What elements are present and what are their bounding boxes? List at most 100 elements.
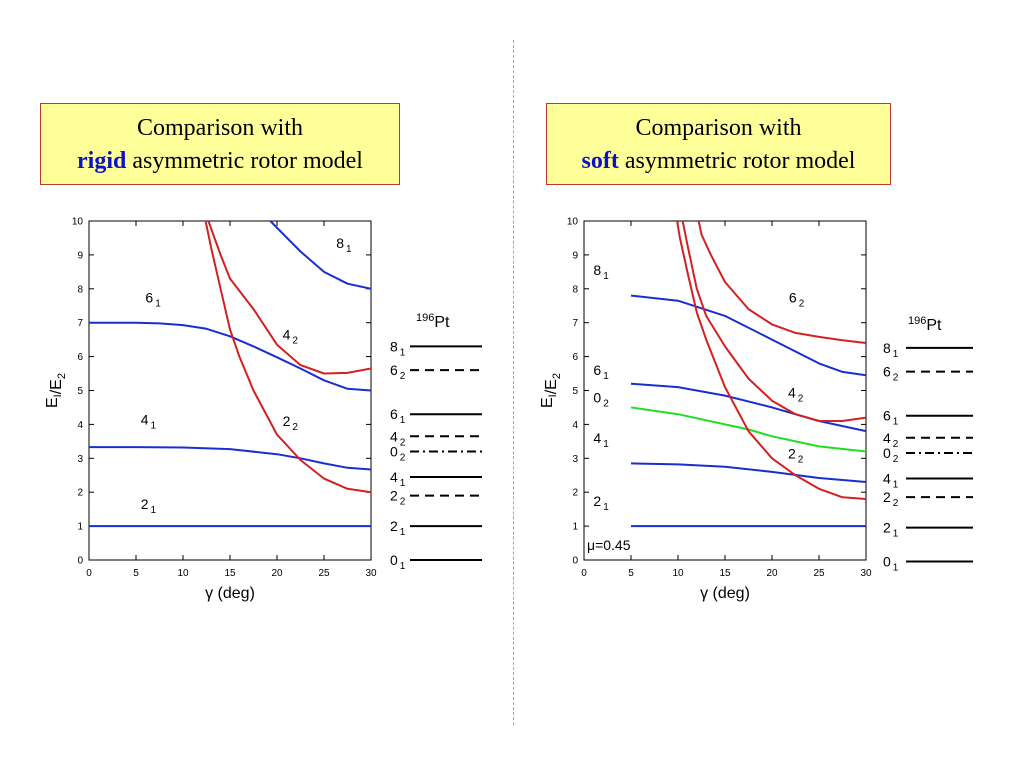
right-title-line1: Comparison with [635,115,802,141]
x-tick-label: 5 [628,568,634,579]
series-line-6-1 [630,382,866,433]
series-line-6-2 [697,221,866,344]
x-tick-label: 10 [672,568,684,579]
y-tick-label: 9 [572,250,578,261]
right-title-box: Comparison with soft asymmetric rotor mo… [546,103,891,185]
x-tick-label: 0 [581,568,587,579]
y-axis-label: EI/E2 [539,373,563,408]
y-tick-label: 7 [572,318,578,329]
y-tick-label: 1 [77,522,83,533]
left-title-line1: Comparison with [137,115,303,141]
x-tick-label: 25 [318,568,330,579]
left-title-line2: rigid asymmetric rotor model [41,145,399,178]
plot-frame [88,220,372,561]
x-tick-label: 25 [813,568,825,579]
x-tick-label: 0 [86,568,92,579]
left-title-box: Comparison with rigid asymmetric rotor m… [40,103,400,185]
x-axis-label: γ (deg) [700,585,750,602]
series-line-4-1 [89,446,371,471]
y-tick-label: 8 [77,284,83,295]
y-tick-label: 8 [572,284,578,295]
x-tick-label: 30 [860,568,872,579]
y-tick-label: 5 [572,386,578,397]
right-title-keyword: soft [581,148,619,174]
series-line-6-1 [89,321,371,392]
y-tick-label: 4 [77,420,83,431]
y-tick-label: 9 [77,250,83,261]
series-line-8-1 [630,294,866,377]
x-tick-label: 15 [719,568,731,579]
right-title-rest: asymmetric rotor model [624,148,856,174]
y-tick-label: 10 [72,217,84,228]
y-tick-label: 2 [77,488,83,499]
y-tick-label: 6 [572,352,578,363]
y-tick-label: 4 [572,420,578,431]
y-tick-label: 2 [572,488,578,499]
series-line-4-1 [630,462,866,483]
y-axis-label: EI/E2 [44,373,68,408]
series-line-2-2 [204,221,371,494]
y-tick-label: 0 [572,556,578,567]
y-tick-label: 1 [572,522,578,533]
x-axis-label: γ (deg) [205,585,255,602]
plot-frame [583,220,867,561]
x-tick-label: 5 [133,568,139,579]
mu-annotation: μ=0.45 [587,537,631,553]
y-tick-label: 5 [77,386,83,397]
x-tick-label: 20 [271,568,283,579]
y-tick-label: 7 [77,318,83,329]
series-line-2-2 [676,221,866,500]
y-tick-label: 6 [77,352,83,363]
x-tick-label: 20 [766,568,778,579]
y-tick-label: 10 [567,217,579,228]
series-line-4-2 [207,221,371,375]
x-tick-label: 15 [224,568,236,579]
y-tick-label: 0 [77,556,83,567]
nucleus-label: 196Pt [416,312,450,331]
left-title-rest: asymmetric rotor model [132,148,363,174]
x-tick-label: 10 [177,568,189,579]
series-line-8-1 [269,221,371,290]
x-tick-label: 30 [365,568,377,579]
left-title-keyword: rigid [77,148,127,174]
y-tick-label: 3 [77,454,83,465]
y-tick-label: 3 [572,454,578,465]
nucleus-label: 196Pt [908,315,942,334]
series-line-4-2 [681,221,866,422]
right-title-line2: soft asymmetric rotor model [547,145,890,178]
